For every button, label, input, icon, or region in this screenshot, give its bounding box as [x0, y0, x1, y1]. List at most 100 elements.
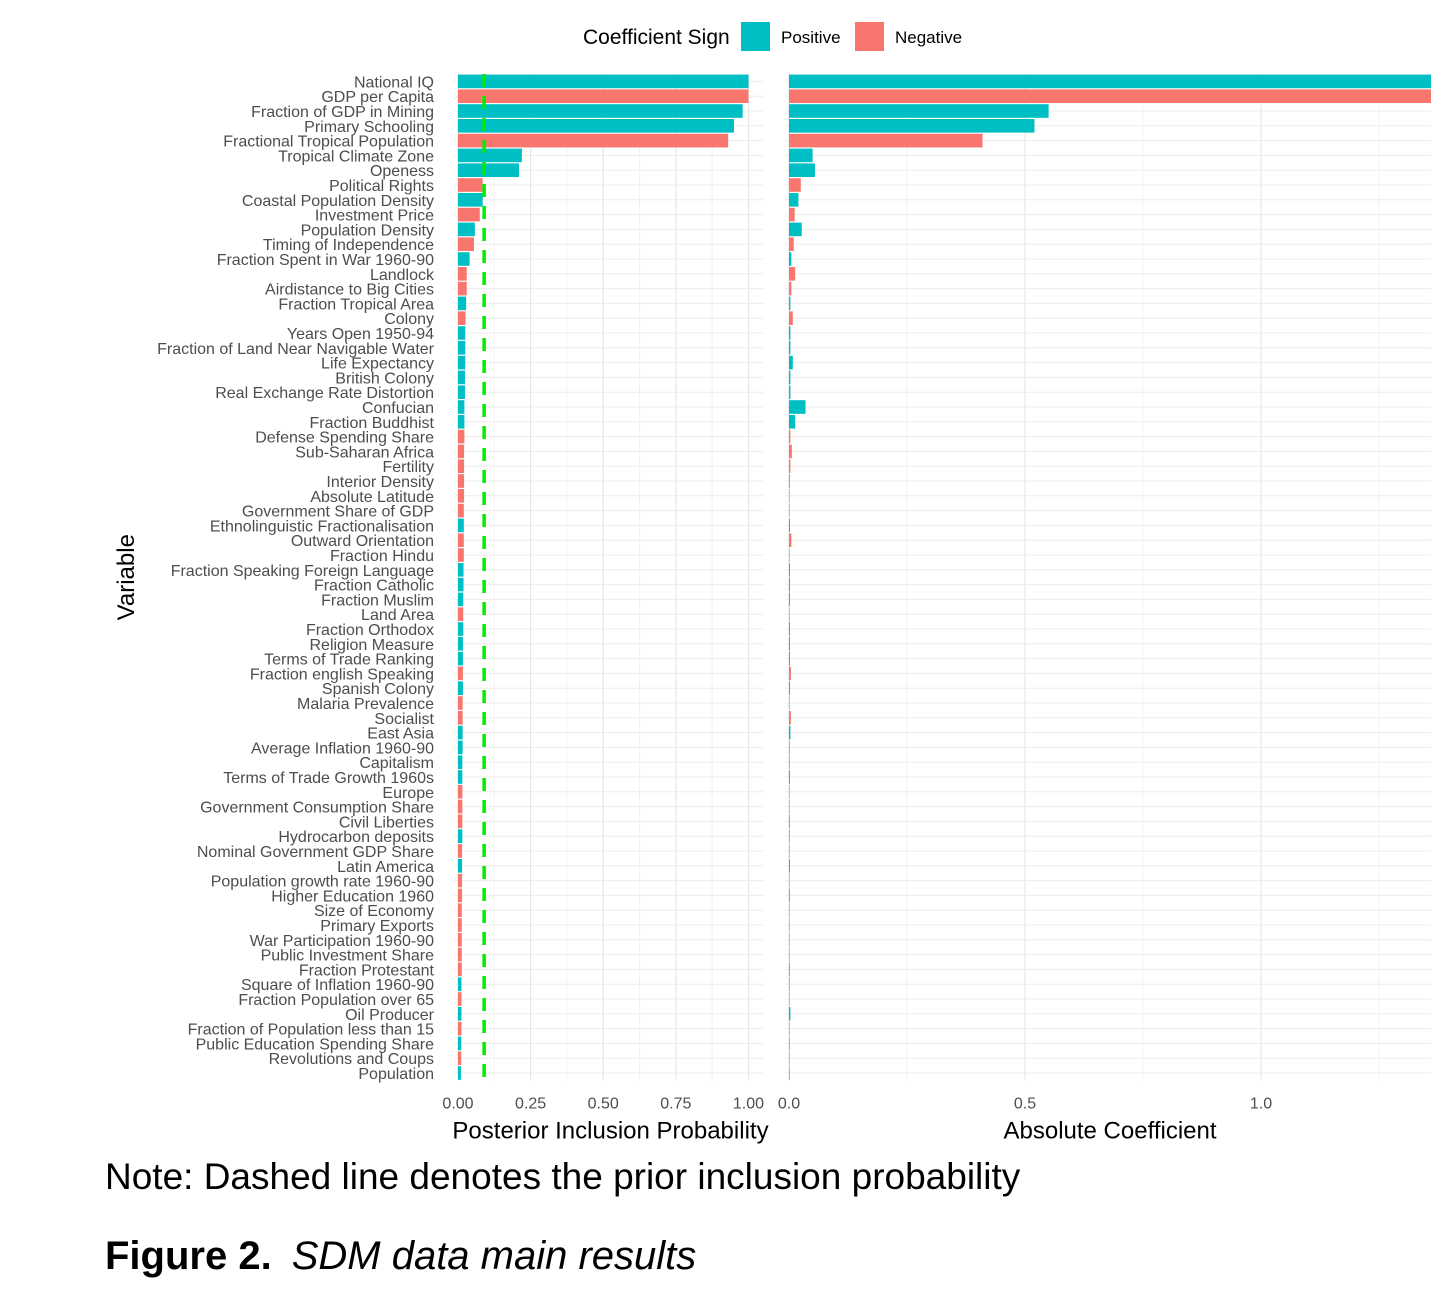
coef-tick-label: 1.0	[1250, 1095, 1272, 1112]
coef-bar	[789, 133, 983, 148]
pip-bar	[458, 118, 734, 133]
pip-bar	[458, 281, 467, 296]
variable-label: Government Share of GDP	[242, 504, 434, 521]
variable-label: Government Consumption Share	[200, 800, 434, 817]
variable-label: Airdistance to Big Cities	[265, 282, 434, 299]
pip-tick-label: 0.25	[515, 1095, 546, 1112]
coef-bar	[789, 888, 790, 903]
variable-label: Public Education Spending Share	[196, 1036, 434, 1053]
coef-bar	[789, 873, 790, 888]
coef-bar	[789, 666, 791, 681]
variable-label: Population	[358, 1066, 434, 1083]
pip-bar	[458, 725, 463, 740]
coef-bar	[789, 266, 796, 281]
coef-bar	[789, 503, 790, 518]
coef-bar	[789, 533, 792, 548]
coef-bar	[789, 459, 791, 474]
variable-label: War Participation 1960-90	[250, 933, 434, 950]
variable-label: Public Investment Share	[261, 948, 435, 965]
coef-bar	[789, 222, 802, 237]
variable-label: Civil Liberties	[339, 814, 434, 831]
coef-bar	[789, 340, 791, 355]
pip-bar	[458, 207, 480, 222]
coef-bar	[789, 74, 1431, 89]
variable-label: Fraction english Speaking	[250, 666, 434, 683]
coef-bar	[789, 488, 790, 503]
coef-bar	[789, 755, 790, 770]
pip-bar	[458, 873, 463, 888]
variable-label: Terms of Trade Ranking	[264, 652, 434, 669]
pip-bar	[458, 651, 463, 666]
variable-label: Tropical Climate Zone	[278, 148, 434, 165]
pip-tick-label: 0.00	[442, 1095, 473, 1112]
variable-label: Defense Spending Share	[255, 430, 434, 447]
coef-bar	[789, 992, 790, 1006]
variable-label: British Colony	[335, 370, 434, 387]
pip-bar	[458, 178, 483, 192]
legend-label-negative: Negative	[895, 28, 962, 47]
variable-label: Size of Economy	[314, 903, 434, 920]
coef-bar	[789, 400, 806, 414]
coef-bar	[789, 326, 791, 340]
coef-bar	[789, 444, 792, 459]
pip-bar	[458, 666, 463, 681]
pip-bar	[458, 636, 463, 651]
coef-bar	[789, 725, 791, 740]
pip-bar	[458, 488, 465, 503]
coef-bar	[789, 237, 794, 252]
variable-label: Hydrocarbon deposits	[278, 829, 434, 846]
variable-label: Spanish Colony	[322, 681, 434, 698]
pip-bar	[458, 133, 729, 148]
pip-bar	[458, 681, 463, 696]
pip-bar	[458, 977, 462, 992]
coef-bar	[789, 311, 793, 326]
coef-bar	[789, 518, 790, 533]
coef-bar	[789, 858, 790, 873]
coef-bar	[789, 118, 1035, 133]
coef-bar	[789, 799, 790, 814]
coef-bar	[789, 710, 791, 725]
coef-bar	[789, 281, 792, 296]
pip-bar	[458, 370, 465, 385]
legend: Coefficient Sign Positive Negative	[583, 22, 962, 51]
variable-label: Average Inflation 1960-90	[251, 740, 434, 757]
coef-bar	[789, 636, 790, 651]
variable-label: Socialist	[374, 711, 434, 728]
coef-bar	[789, 89, 1431, 104]
variable-label: Confucian	[362, 400, 434, 417]
figure-note: Note: Dashed line denotes the prior incl…	[105, 1156, 1021, 1197]
variable-label: Terms of Trade Growth 1960s	[223, 770, 434, 787]
variable-label: Timing of Independence	[263, 237, 434, 254]
pip-bar	[458, 784, 463, 799]
pip-bar	[458, 1036, 462, 1051]
variable-label: Colony	[384, 311, 434, 328]
coef-bar	[789, 577, 790, 592]
variable-label: Openess	[370, 163, 434, 180]
coef-bar	[789, 163, 815, 178]
coef-bar	[789, 548, 790, 562]
coef-bar	[789, 977, 790, 992]
variable-label: Real Exchange Rate Distortion	[215, 385, 434, 402]
pip-bar	[458, 237, 474, 252]
pip-bar	[458, 252, 470, 266]
pip-bar	[458, 992, 462, 1006]
coef-bar	[789, 592, 790, 607]
pip-bar	[458, 222, 475, 237]
variable-label: Landlock	[370, 267, 435, 284]
pip-bar	[458, 918, 462, 932]
variable-label: Sub-Saharan Africa	[295, 444, 434, 461]
pip-bar	[458, 444, 465, 459]
pip-bar	[458, 385, 465, 400]
coef-bar	[789, 370, 791, 385]
coef-bar	[789, 814, 790, 829]
coef-bar	[789, 903, 790, 918]
variable-label: Oil Producer	[345, 1007, 435, 1024]
figure-caption: Figure 2. SDM data main results	[105, 1234, 696, 1279]
variable-label: Investment Price	[315, 208, 434, 225]
variable-label: Fraction Speaking Foreign Language	[171, 563, 434, 580]
pip-bar	[458, 400, 465, 414]
pip-bar	[458, 311, 466, 326]
variable-label: National IQ	[354, 74, 434, 91]
pip-tick-label: 1.00	[733, 1095, 764, 1112]
